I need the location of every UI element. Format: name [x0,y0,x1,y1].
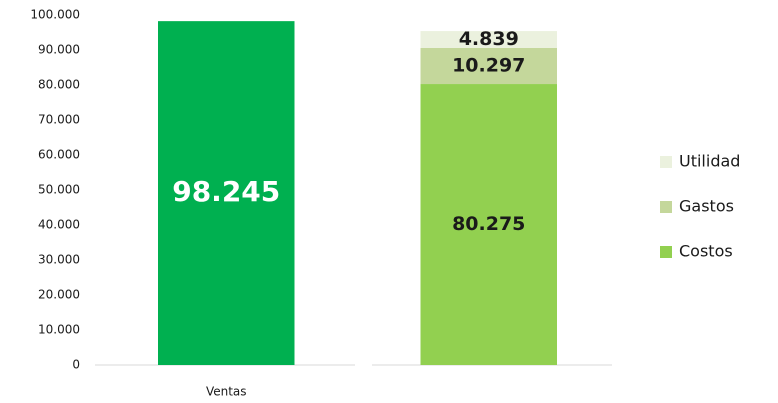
data-label: 80.275 [452,213,525,235]
y-tick-label: 30.000 [38,253,80,267]
legend-swatch [660,156,672,168]
data-label: 98.245 [172,175,280,208]
data-label: 4.839 [459,28,519,50]
legend-label: Gastos [679,197,734,216]
legend-label: Costos [679,242,733,261]
data-label: 10.297 [452,55,525,77]
y-tick-label: 40.000 [38,218,80,232]
y-tick-label: 70.000 [38,113,80,127]
y-tick-label: 0 [72,358,80,372]
y-tick-label: 50.000 [38,183,80,197]
legend-swatch [660,246,672,258]
bar-segment [420,47,557,85]
y-tick-label: 60.000 [38,148,80,162]
x-tick-label: Ventas [206,385,247,399]
y-tick-label: 20.000 [38,288,80,302]
bar-segment [420,31,557,48]
y-tick-label: 80.000 [38,78,80,92]
bar-segment [158,21,295,366]
y-tick-label: 100.000 [30,8,80,22]
y-tick-label: 90.000 [38,43,80,57]
bar-segment [420,84,557,365]
legend-label: Utilidad [679,152,740,171]
legend-swatch [660,201,672,213]
y-tick-label: 10.000 [38,323,80,337]
